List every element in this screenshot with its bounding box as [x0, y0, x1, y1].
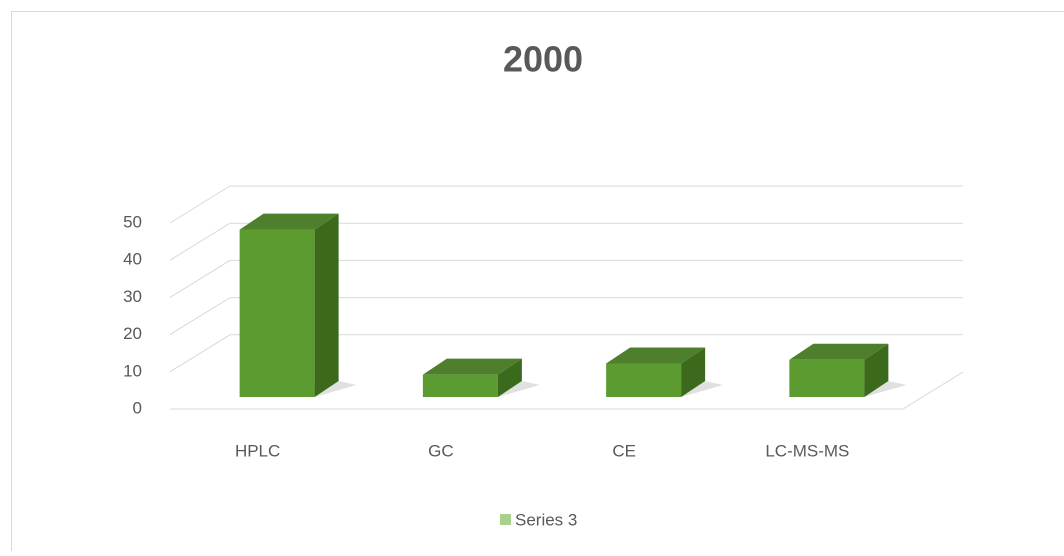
- bar-front: [789, 360, 864, 397]
- y-tick-label: 20: [123, 324, 142, 343]
- y-tick-label: 0: [133, 398, 142, 417]
- y-tick-label: 10: [123, 361, 142, 380]
- legend-swatch: [500, 514, 511, 525]
- x-tick-label: HPLC: [235, 441, 280, 460]
- x-tick-label: LC-MS-MS: [765, 441, 849, 460]
- bar-front: [606, 364, 681, 397]
- x-tick-label: CE: [612, 441, 636, 460]
- bar-front: [240, 230, 315, 397]
- chart-title: 2000: [503, 39, 583, 80]
- y-tick-label: 30: [123, 287, 142, 306]
- y-tick-label: 40: [123, 250, 142, 269]
- bar-front: [423, 375, 498, 397]
- chart-border: [12, 12, 1064, 552]
- legend-label: Series 3: [515, 510, 577, 529]
- x-tick-label: GC: [428, 441, 454, 460]
- bar-side: [315, 214, 339, 397]
- y-tick-label: 50: [123, 212, 142, 231]
